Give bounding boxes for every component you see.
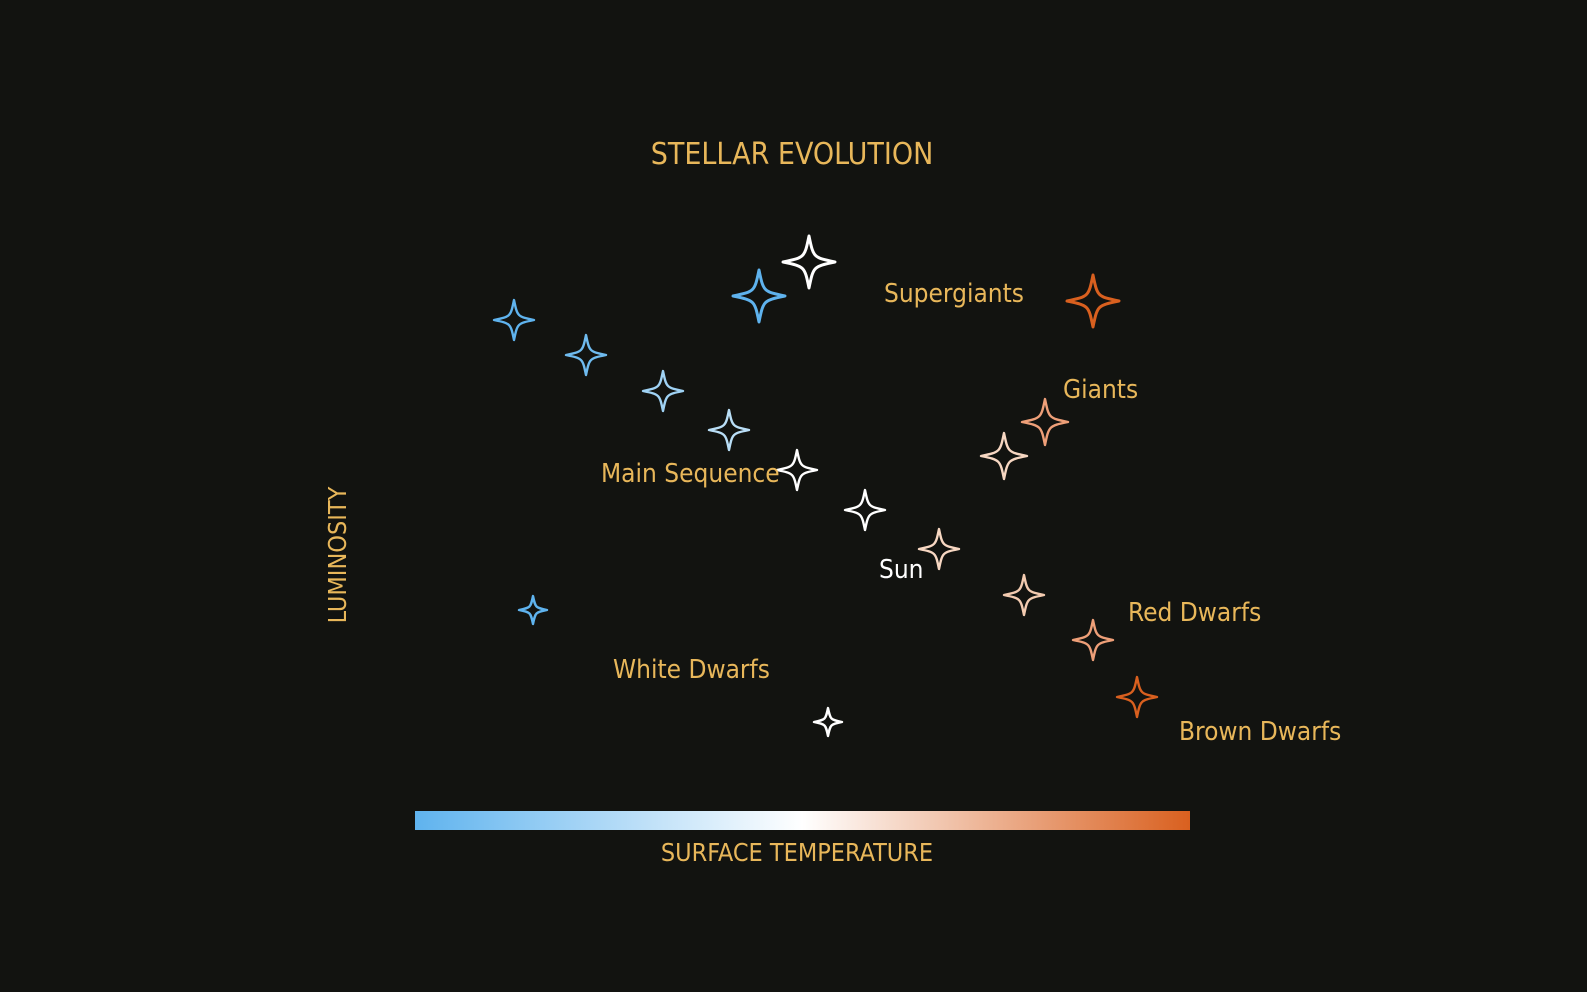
star-icon-supergiants-13 <box>1065 273 1121 329</box>
diagram-title: STELLAR EVOLUTION <box>651 137 934 172</box>
star-icon-main-sequence-1 <box>492 298 536 342</box>
star-icon-main-sequence-4 <box>707 408 751 452</box>
region-label-brown-dwarfs: Brown Dwarfs <box>1179 717 1341 747</box>
star-icon-brown-dwarfs-10 <box>1115 675 1159 719</box>
star-icon-supergiants-12 <box>781 234 837 290</box>
y-axis-label: LUMINOSITY <box>323 486 352 623</box>
star-icon-main-sequence-3 <box>641 369 685 413</box>
region-label-supergiants: Supergiants <box>884 279 1024 309</box>
star-icon-white-dwarfs-16 <box>517 594 549 626</box>
region-label-giants: Giants <box>1063 375 1138 405</box>
star-icon-main-sequence-8 <box>1002 573 1046 617</box>
star-icon-main-sequence-7 <box>917 527 961 571</box>
star-icon-white-dwarfs-17 <box>812 706 844 738</box>
x-axis-label: SURFACE TEMPERATURE <box>661 838 933 867</box>
star-icon-supergiants-11 <box>731 268 787 324</box>
region-label-red-dwarfs: Red Dwarfs <box>1128 598 1261 628</box>
region-label-main-sequence: Main Sequence <box>601 459 780 489</box>
star-icon-main-sequence-9 <box>1071 618 1115 662</box>
star-icon-main-sequence-5 <box>775 448 819 492</box>
region-label-sun: Sun <box>879 555 924 585</box>
region-label-white-dwarfs: White Dwarfs <box>613 655 770 685</box>
star-icon-giants-15 <box>1020 397 1070 447</box>
star-icon-main-sequence-2 <box>564 333 608 377</box>
temperature-gradient-bar <box>415 811 1190 830</box>
stars-layer <box>492 234 1159 738</box>
star-icon-main-sequence-6 <box>843 488 887 532</box>
star-icon-giants-14 <box>979 431 1029 481</box>
